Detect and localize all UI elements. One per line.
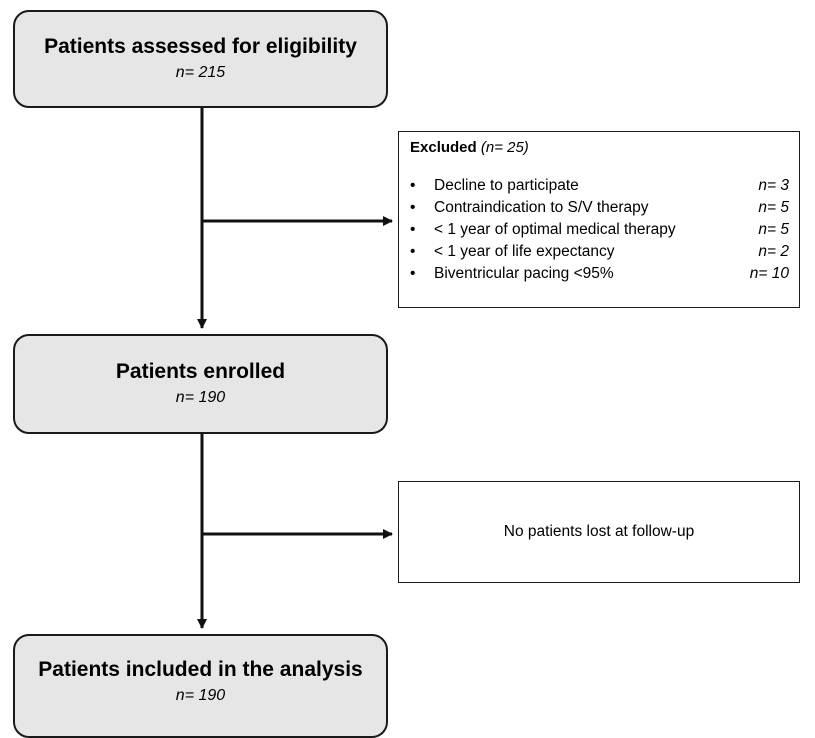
excluded-reason: Decline to participate (434, 177, 579, 194)
list-item: • < 1 year of optimal medical therapy n= 5 (410, 219, 789, 241)
analysis-box: Patients included in the analysis n= 190 (13, 634, 388, 738)
excluded-reason: < 1 year of life expectancy (434, 243, 615, 260)
list-item: • Contraindication to S/V therapy n= 5 (410, 197, 789, 219)
list-item: • Decline to participate n= 3 (410, 175, 789, 197)
excluded-reason-count: n= 5 (758, 221, 789, 238)
excluded-reason-count: n= 5 (758, 199, 789, 216)
excluded-reason: Contraindication to S/V therapy (434, 199, 649, 216)
excluded-reason: Biventricular pacing <95% (434, 265, 614, 282)
assessed-title: Patients assessed for eligibility (44, 35, 357, 58)
lost-followup-box: No patients lost at follow-up (398, 481, 800, 583)
excluded-box: Excluded (n= 25) • Decline to participate… (398, 131, 800, 308)
excluded-label: Excluded (410, 139, 477, 156)
excluded-reason: < 1 year of optimal medical therapy (434, 221, 676, 238)
list-item: • < 1 year of life expectancy n= 2 (410, 241, 789, 263)
excluded-reason-count: n= 2 (758, 243, 789, 260)
enrolled-title: Patients enrolled (115, 360, 286, 383)
enrolled-box: Patients enrolled n= 190 (13, 334, 388, 434)
enrolled-count: n= 190 (175, 389, 226, 406)
analysis-count: n= 190 (175, 687, 226, 704)
assessed-count: n= 215 (175, 64, 226, 81)
assessed-box: Patients assessed for eligibility n= 215 (13, 10, 388, 108)
excluded-list: • Decline to participate n= 3 • Contraindic… (410, 175, 789, 285)
excluded-reason-count: n= 10 (749, 265, 789, 282)
excluded-header: Excluded (n= 25) (410, 137, 789, 159)
excluded-count: (n= 25) (480, 139, 529, 156)
excluded-reason-count: n= 3 (758, 177, 789, 194)
list-item: • Biventricular pacing <95% n= 10 (410, 263, 789, 285)
lost-followup-text: No patients lost at follow-up (503, 523, 695, 540)
analysis-title: Patients included in the analysis (38, 658, 363, 681)
